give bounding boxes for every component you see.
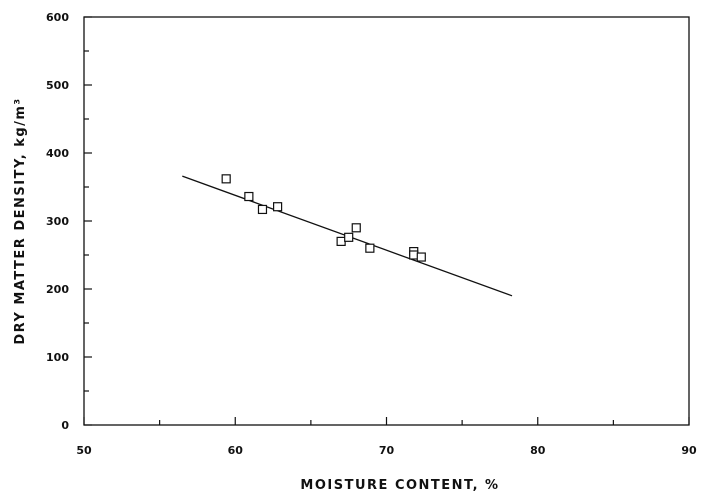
plot-frame bbox=[83, 16, 690, 426]
data-point bbox=[221, 174, 231, 184]
x-tick-label: 90 bbox=[681, 444, 697, 457]
y-tick-label: 500 bbox=[46, 79, 69, 92]
y-tick-label: 300 bbox=[46, 215, 69, 228]
y-tick-label: 0 bbox=[61, 419, 69, 432]
data-point bbox=[244, 191, 254, 202]
data-point bbox=[365, 243, 375, 253]
x-tick-label: 70 bbox=[379, 444, 395, 457]
y-tick-label: 200 bbox=[46, 283, 69, 296]
data-point bbox=[416, 252, 426, 262]
y-tick-label: 400 bbox=[46, 147, 69, 160]
x-tick-label: 80 bbox=[530, 444, 546, 457]
y-tick-label: 100 bbox=[46, 351, 69, 364]
data-point bbox=[257, 204, 268, 215]
x-axis: 50 60 70 80 90 bbox=[76, 417, 697, 457]
data-point bbox=[336, 236, 346, 246]
data-points bbox=[221, 174, 426, 262]
data-point bbox=[344, 232, 354, 242]
y-axis: 0 100 200 300 400 500 600 bbox=[46, 11, 92, 432]
y-tick-label: 600 bbox=[46, 11, 69, 24]
data-point bbox=[351, 223, 361, 233]
x-axis-title: MOISTURE CONTENT, % bbox=[300, 478, 499, 493]
x-tick-label: 60 bbox=[228, 444, 244, 457]
y-axis-title: DRY MATTER DENSITY, kg/m³ bbox=[13, 97, 28, 344]
data-point bbox=[273, 202, 283, 212]
x-tick-label: 50 bbox=[76, 444, 92, 457]
data-point bbox=[409, 250, 419, 260]
